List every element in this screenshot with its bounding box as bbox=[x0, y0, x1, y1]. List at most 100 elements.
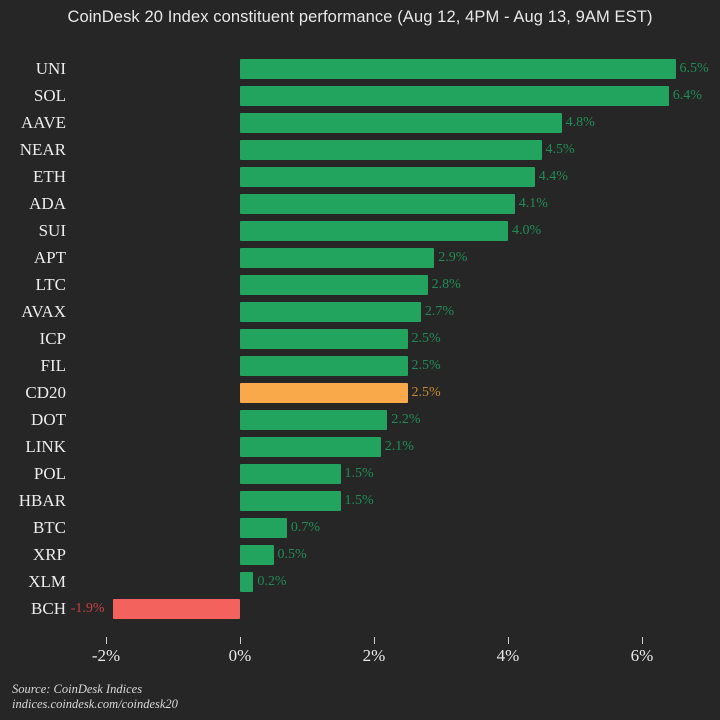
bar-value-label: 6.5% bbox=[679, 61, 709, 76]
bar-value-label: 4.1% bbox=[518, 196, 548, 211]
bar-ltc[interactable] bbox=[240, 274, 428, 295]
x-tick-label: 0% bbox=[228, 646, 252, 665]
bar-row: CD20 2.5% bbox=[0, 379, 720, 406]
category-label: APT bbox=[33, 248, 66, 267]
bar-pol[interactable] bbox=[240, 463, 341, 484]
x-tick-mark bbox=[374, 637, 375, 644]
bar-row: FIL 2.5% bbox=[0, 352, 720, 379]
category-label: POL bbox=[33, 464, 66, 483]
x-axis: -2% 0% 2% 4% 6% bbox=[0, 615, 720, 675]
bar-sol[interactable] bbox=[240, 85, 669, 106]
x-tick-mark bbox=[642, 637, 643, 644]
bar-btc[interactable] bbox=[240, 517, 287, 538]
bar-row: HBAR 1.5% bbox=[0, 487, 720, 514]
category-label: NEAR bbox=[19, 140, 66, 159]
bar-ada[interactable] bbox=[240, 193, 515, 214]
category-label: DOT bbox=[31, 410, 66, 429]
bar-value-label: 0.2% bbox=[257, 574, 287, 589]
category-label: XRP bbox=[32, 545, 66, 564]
bar-value-label: 4.0% bbox=[512, 223, 542, 238]
x-tick-mark bbox=[106, 637, 107, 644]
bar-row: BCH -1.9% bbox=[0, 595, 720, 622]
source-line-2: indices.coindesk.com/coindesk20 bbox=[12, 697, 178, 711]
category-label: HBAR bbox=[18, 491, 66, 510]
bar-value-label: 2.9% bbox=[438, 250, 468, 265]
bar-value-label: 1.5% bbox=[344, 493, 374, 508]
bar-row: APT 2.9% bbox=[0, 244, 720, 271]
bar-link[interactable] bbox=[240, 436, 381, 457]
category-label: BCH bbox=[31, 599, 66, 618]
bar-dot[interactable] bbox=[240, 409, 388, 430]
bar-row: BTC 0.7% bbox=[0, 514, 720, 541]
bar-row: UNI 6.5% bbox=[0, 55, 720, 82]
bar-row: ICP 2.5% bbox=[0, 325, 720, 352]
plot-area: UNI 6.5% SOL 6.4% AAVE 4.8% NEAR 4.5% ETH 4.4% ADA… bbox=[0, 55, 720, 619]
category-label: ICP bbox=[39, 329, 66, 348]
bar-row: DOT 2.2% bbox=[0, 406, 720, 433]
bar-icp[interactable] bbox=[240, 328, 408, 349]
bar-value-label: 0.7% bbox=[290, 520, 321, 535]
chart-title: CoinDesk 20 Index constituent performanc… bbox=[67, 8, 653, 26]
x-tick-label: 2% bbox=[362, 646, 386, 665]
category-label: FIL bbox=[40, 356, 67, 375]
bar-row: XLM 0.2% bbox=[0, 568, 720, 595]
bar-xlm[interactable] bbox=[240, 571, 254, 592]
bar-row: LTC 2.8% bbox=[0, 271, 720, 298]
bar-row: XRP 0.5% bbox=[0, 541, 720, 568]
bar-xrp[interactable] bbox=[240, 544, 274, 565]
bar-value-label: 2.5% bbox=[411, 331, 441, 346]
bar-aave[interactable] bbox=[240, 112, 562, 133]
bar-fil[interactable] bbox=[240, 355, 408, 376]
category-label: BTC bbox=[32, 518, 66, 537]
bar-value-label: -1.9% bbox=[70, 601, 105, 616]
category-label: XLM bbox=[28, 572, 66, 591]
bar-value-label: 6.4% bbox=[672, 88, 702, 103]
source-line-1: Source: CoinDesk Indices bbox=[12, 682, 143, 696]
category-label: AVAX bbox=[21, 302, 66, 321]
bar-row: SOL 6.4% bbox=[0, 82, 720, 109]
category-label: LTC bbox=[35, 275, 66, 294]
category-label: CD20 bbox=[25, 383, 66, 402]
bar-value-label: 0.5% bbox=[277, 547, 307, 562]
bar-row: NEAR 4.5% bbox=[0, 136, 720, 163]
x-tick-label: 6% bbox=[630, 646, 654, 665]
bar-value-label: 2.5% bbox=[411, 385, 441, 400]
bar-row: POL 1.5% bbox=[0, 460, 720, 487]
bar-row: ADA 4.1% bbox=[0, 190, 720, 217]
bar-sui[interactable] bbox=[240, 220, 508, 241]
category-label: ADA bbox=[29, 194, 66, 213]
bar-bch[interactable] bbox=[112, 598, 240, 619]
bar-value-label: 1.5% bbox=[344, 466, 374, 481]
x-tick-label: -2% bbox=[91, 646, 121, 665]
category-label: ETH bbox=[32, 167, 66, 186]
bar-value-label: 4.5% bbox=[545, 142, 575, 157]
bar-near[interactable] bbox=[240, 139, 542, 160]
bar-row: ETH 4.4% bbox=[0, 163, 720, 190]
category-label: LINK bbox=[25, 437, 66, 456]
category-label: SOL bbox=[33, 86, 66, 105]
bar-eth[interactable] bbox=[240, 166, 535, 187]
bar-value-label: 4.8% bbox=[565, 115, 595, 130]
bar-uni[interactable] bbox=[240, 58, 676, 79]
category-label: AAVE bbox=[20, 113, 66, 132]
category-label: UNI bbox=[35, 59, 66, 78]
bar-row: SUI 4.0% bbox=[0, 217, 720, 244]
bar-value-label: 2.1% bbox=[384, 439, 414, 454]
bar-avax[interactable] bbox=[240, 301, 421, 322]
bar-value-label: 2.7% bbox=[424, 304, 455, 319]
x-tick-mark bbox=[240, 637, 241, 644]
bar-value-label: 2.8% bbox=[431, 277, 461, 292]
bar-row: AVAX 2.7% bbox=[0, 298, 720, 325]
bar-apt[interactable] bbox=[240, 247, 435, 268]
bar-value-label: 2.5% bbox=[411, 358, 441, 373]
bar-row: LINK 2.1% bbox=[0, 433, 720, 460]
x-tick-mark bbox=[508, 637, 509, 644]
bar-value-label: 4.4% bbox=[538, 169, 568, 184]
x-tick-label: 4% bbox=[496, 646, 520, 665]
bar-hbar[interactable] bbox=[240, 490, 341, 511]
source-footer: Source: CoinDesk Indices indices.coindes… bbox=[12, 682, 178, 712]
bar-row: AAVE 4.8% bbox=[0, 109, 720, 136]
bar-cd20[interactable] bbox=[240, 382, 408, 403]
bar-value-label: 2.2% bbox=[391, 412, 421, 427]
